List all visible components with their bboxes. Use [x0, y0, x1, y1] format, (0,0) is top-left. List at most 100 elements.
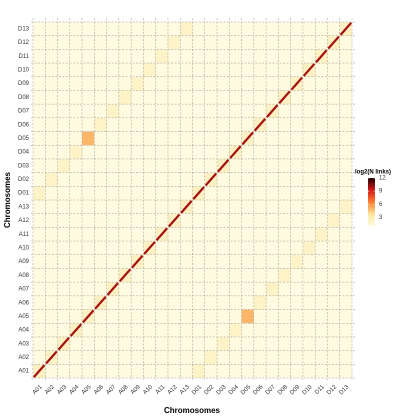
heatmap-cell — [33, 186, 46, 200]
heatmap-cell — [180, 227, 193, 242]
heatmap-cell — [180, 268, 193, 283]
heatmap-cell — [290, 309, 303, 324]
x-tick-label: D05 — [240, 384, 252, 396]
heatmap-cell — [155, 76, 168, 91]
heatmap-cell — [266, 22, 279, 36]
heatmap-cell — [241, 145, 254, 159]
heatmap-cell — [253, 227, 267, 242]
heatmap-cell — [33, 49, 46, 64]
heatmap-cell — [192, 295, 205, 310]
x-tick-label: D02 — [203, 384, 215, 396]
heatmap-cell — [167, 117, 181, 132]
heatmap-cell — [217, 254, 230, 269]
heatmap-cell — [45, 268, 58, 283]
heatmap-cell — [278, 76, 291, 91]
heatmap-cell — [204, 63, 218, 77]
heatmap-cell — [57, 186, 70, 200]
heatmap-cell — [217, 22, 230, 36]
heatmap-cell — [57, 63, 70, 77]
heatmap-cell — [241, 227, 254, 242]
heatmap-cell — [143, 254, 156, 269]
heatmap-cell — [106, 35, 119, 50]
heatmap-cell — [131, 22, 144, 36]
heatmap-cell — [229, 268, 242, 283]
heatmap-cell — [217, 186, 230, 200]
heatmap-cell — [69, 364, 83, 378]
heatmap-cell — [339, 227, 352, 242]
heatmap-cell — [118, 213, 132, 228]
heatmap-cell — [253, 295, 267, 310]
heatmap-cell — [143, 268, 156, 283]
heatmap-cell — [118, 35, 132, 50]
heatmap-cell — [241, 200, 254, 214]
heatmap-cell — [241, 295, 254, 310]
y-tick-label: D03 — [18, 163, 30, 169]
heatmap-cell — [94, 158, 107, 173]
heatmap-cell — [167, 200, 181, 214]
heatmap-cell — [192, 309, 205, 324]
heatmap-cell — [57, 268, 70, 283]
heatmap-cell — [339, 145, 352, 159]
heatmap-cell — [167, 35, 181, 50]
x-tick-label: A05 — [81, 384, 93, 396]
legend-title: log2(N links) — [355, 170, 391, 176]
heatmap-cell — [180, 282, 193, 296]
heatmap-cell — [82, 227, 95, 242]
heatmap-cell — [229, 131, 242, 146]
heatmap-cell — [339, 104, 352, 118]
diagonal-cell — [315, 49, 328, 64]
heatmap-cell — [327, 227, 340, 242]
heatmap-cell — [118, 131, 132, 146]
heatmap-cell — [106, 323, 119, 337]
heatmap-cell — [180, 350, 193, 365]
heatmap-cell — [339, 241, 352, 255]
heatmap-cell — [131, 282, 144, 296]
x-tick-label: D09 — [289, 384, 301, 396]
heatmap-cell — [241, 76, 254, 91]
heatmap-cell — [82, 158, 95, 173]
heatmap-cell — [278, 241, 291, 255]
heatmap-cell — [57, 213, 70, 228]
heatmap-cell — [315, 268, 328, 283]
diagonal-cell — [94, 295, 107, 310]
heatmap-cell — [143, 200, 156, 214]
heatmap-cell — [45, 309, 58, 324]
heatmap-cell — [339, 131, 352, 146]
heatmap-cell — [253, 131, 267, 146]
heatmap-cell — [131, 76, 144, 91]
heatmap-cell — [192, 213, 205, 228]
diagonal-cell — [131, 254, 144, 269]
heatmap-cell — [327, 254, 340, 269]
heatmap-cell — [155, 172, 168, 187]
heatmap-cell — [155, 186, 168, 200]
heatmap-cell — [155, 35, 168, 50]
heatmap-cell — [69, 49, 83, 64]
heatmap-cell — [167, 49, 181, 64]
heatmap-cell — [217, 282, 230, 296]
heatmap-cell — [33, 35, 46, 50]
heatmap-cell — [217, 323, 230, 337]
heatmap-cell — [204, 241, 218, 255]
heatmap-cell — [143, 158, 156, 173]
heatmap-cell — [278, 145, 291, 159]
heatmap-cell — [167, 364, 181, 378]
x-axis-title: Chromosomes — [164, 406, 221, 415]
heatmap-cell — [69, 241, 83, 255]
heatmap-cell — [167, 254, 181, 269]
heatmap-cell — [266, 309, 279, 324]
heatmap-cell — [45, 254, 58, 269]
heatmap-cell — [94, 336, 107, 351]
heatmap-cell — [278, 309, 291, 324]
heatmap-cell — [131, 172, 144, 187]
heatmap-cell — [327, 295, 340, 310]
heatmap-cell — [315, 117, 328, 132]
heatmap-cell — [118, 254, 132, 269]
heatmap-cell — [302, 350, 316, 365]
heatmap-cell — [155, 131, 168, 146]
heatmap-cell — [241, 323, 254, 337]
heatmap-cell — [229, 364, 242, 378]
heatmap-cell — [155, 63, 168, 77]
heatmap-cell — [266, 200, 279, 214]
heatmap-cell — [229, 254, 242, 269]
heatmap-cell — [33, 350, 46, 365]
